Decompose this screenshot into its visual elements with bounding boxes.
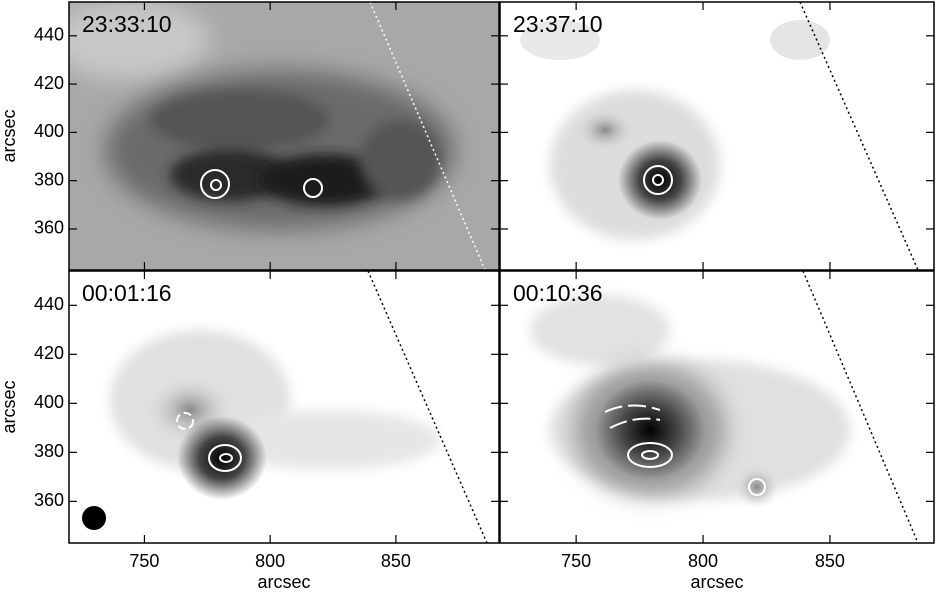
- panel-title: 23:37:10: [513, 11, 603, 37]
- y-tick-label: 400: [34, 121, 64, 141]
- y-tick-label: 360: [34, 490, 64, 510]
- panel-title: 23:33:10: [82, 11, 172, 37]
- image-panel: [500, 271, 934, 543]
- x-tick-label: 800: [688, 551, 718, 571]
- image-panel: [69, 271, 499, 543]
- y-axis-label: arcsec: [0, 109, 19, 162]
- panel-frame: [499, 1, 935, 271]
- x-tick-label: 750: [561, 551, 591, 571]
- y-tick-label: 380: [34, 441, 64, 461]
- x-axis-label: arcsec: [257, 572, 310, 592]
- x-tick-label: 800: [255, 551, 285, 571]
- y-tick-label: 400: [34, 392, 64, 412]
- y-tick-label: 380: [34, 169, 64, 189]
- panel-title: 00:10:36: [513, 280, 603, 306]
- x-tick-label: 750: [129, 551, 159, 571]
- panel-title: 00:01:16: [82, 280, 172, 306]
- y-tick-label: 420: [34, 343, 64, 363]
- y-tick-label: 440: [34, 25, 64, 45]
- y-tick-label: 420: [34, 73, 64, 93]
- image-panel: [500, 2, 934, 270]
- x-tick-label: 850: [815, 551, 845, 571]
- panel-frame: [68, 1, 500, 271]
- y-axis-label: arcsec: [0, 380, 19, 433]
- y-tick-label: 360: [34, 218, 64, 238]
- x-tick-label: 850: [381, 551, 411, 571]
- panel-frame: [68, 270, 500, 544]
- x-axis-label: arcsec: [690, 572, 743, 592]
- y-tick-label: 440: [34, 294, 64, 314]
- image-panel: [69, 2, 499, 270]
- panel-frame: [499, 270, 935, 544]
